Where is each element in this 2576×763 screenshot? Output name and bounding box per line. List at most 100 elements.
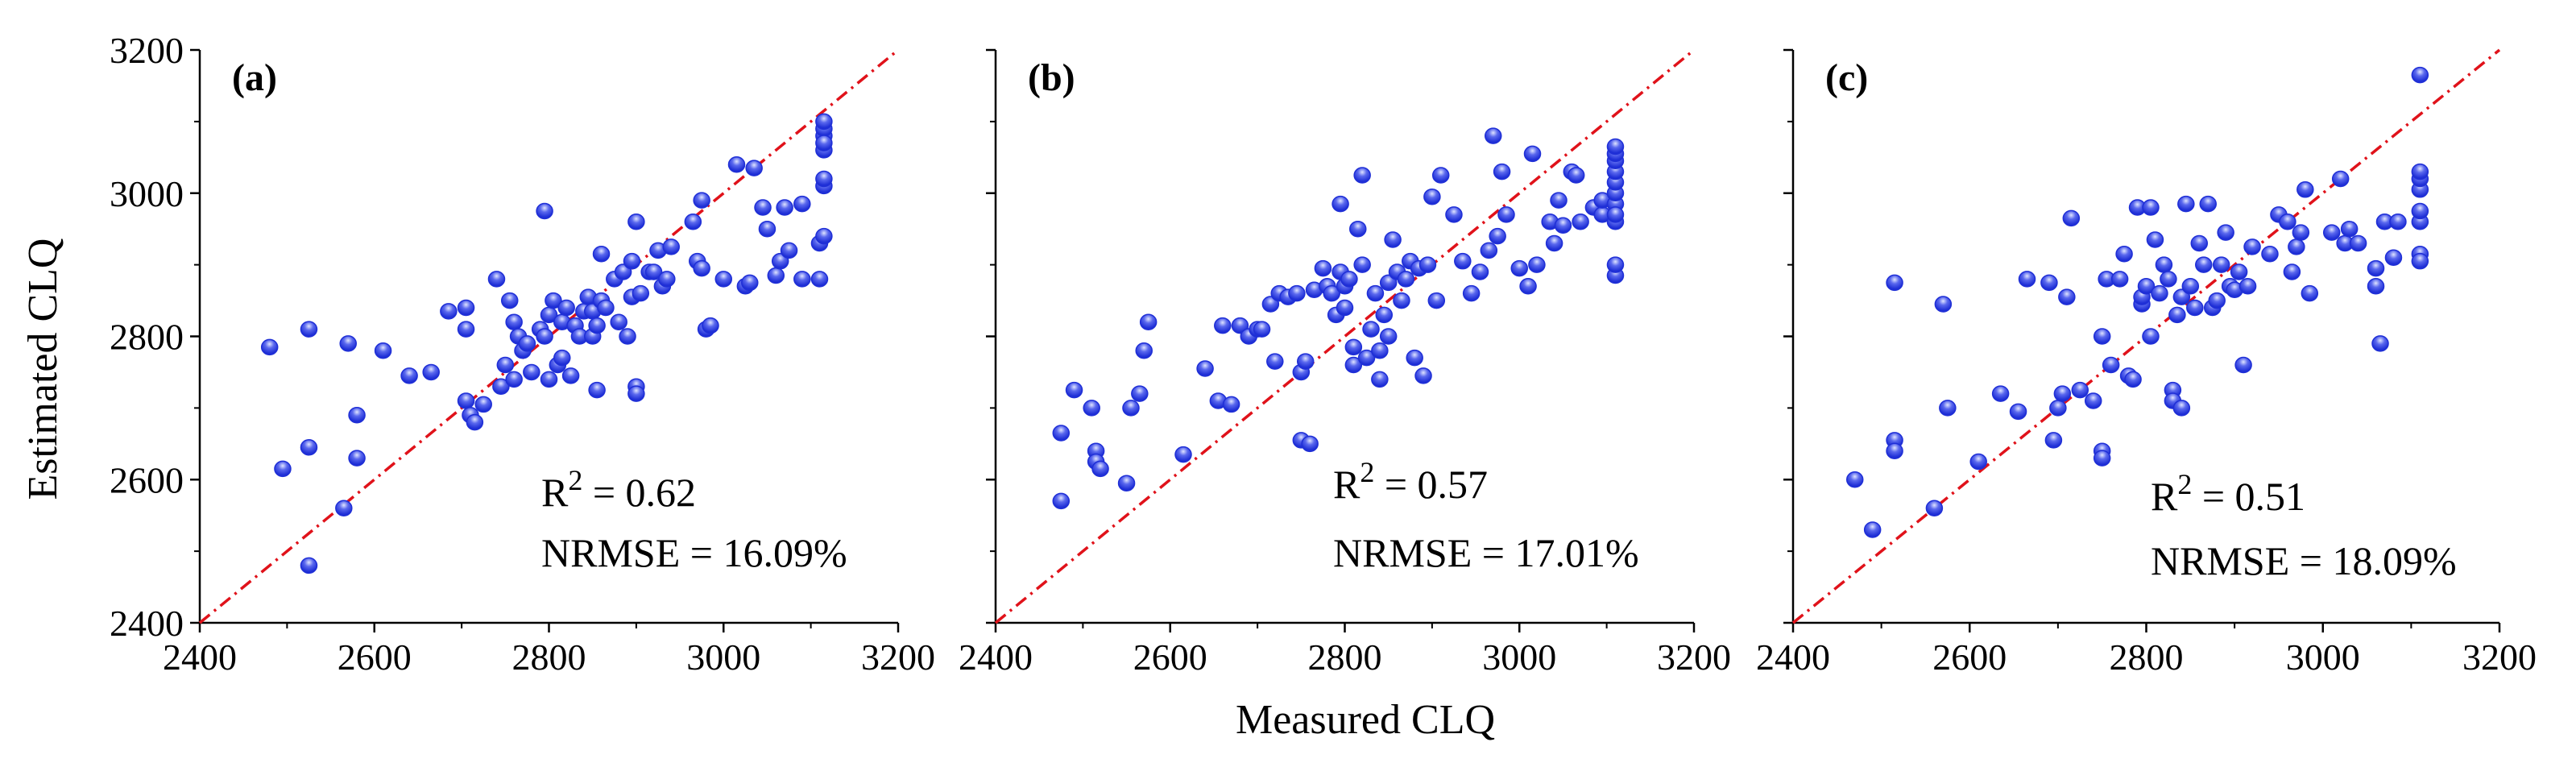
data-point — [1863, 521, 1882, 538]
data-point — [339, 335, 357, 352]
data-point — [1484, 127, 1502, 144]
x-tick-label: 3200 — [1657, 637, 1731, 678]
data-point — [2283, 263, 2301, 280]
r2-value: = 0.57 — [1374, 462, 1488, 507]
data-point — [2238, 278, 2257, 295]
data-point — [1353, 167, 1371, 184]
data-point — [2190, 234, 2209, 252]
data-point — [1925, 500, 1944, 517]
data-point — [588, 381, 606, 399]
data-point — [1314, 259, 1332, 277]
data-point — [2115, 246, 2133, 263]
data-point — [1131, 385, 1149, 402]
data-point — [2110, 271, 2129, 288]
data-point — [496, 356, 515, 374]
data-point — [1065, 381, 1083, 399]
data-point — [632, 284, 650, 302]
data-point — [693, 259, 710, 277]
data-point — [793, 195, 811, 213]
one-to-one-line — [994, 48, 1696, 624]
data-point — [741, 274, 759, 292]
data-point — [2212, 256, 2230, 273]
data-point — [1357, 349, 1376, 367]
data-point — [815, 113, 833, 131]
data-point — [2062, 209, 2081, 227]
y-axis-title: Estimated CLQ — [20, 238, 66, 500]
data-point — [658, 271, 676, 288]
points-group — [260, 113, 833, 574]
x-axis-title: Measured CLQ — [1236, 697, 1495, 743]
data-point — [1519, 278, 1537, 295]
data-point — [505, 371, 523, 388]
data-point — [623, 252, 641, 270]
x-tick-label: 2400 — [163, 637, 237, 678]
data-point — [474, 396, 492, 413]
data-point — [1427, 292, 1446, 309]
data-point — [1323, 284, 1340, 302]
data-point — [1340, 271, 1358, 288]
scatter-panel-2: 2400 2600 2800 3000 3200 (b) R2 = 0.57 NRMSE = … — [959, 48, 1731, 678]
x-tick-label: 2600 — [1133, 637, 1207, 678]
data-point — [610, 313, 627, 330]
data-point — [2160, 271, 2177, 288]
data-point — [2288, 238, 2305, 255]
data-point — [1336, 299, 1354, 317]
data-point — [1266, 353, 1284, 370]
data-point — [1523, 145, 1542, 163]
data-point — [1222, 396, 1240, 413]
data-point — [1288, 284, 1306, 302]
data-point — [2142, 199, 2160, 216]
data-point — [1174, 446, 1192, 463]
y-tick-label: 2800 — [110, 317, 184, 358]
one-to-one-line — [198, 48, 900, 624]
y-tick-label: 2600 — [110, 459, 184, 500]
data-point — [1344, 356, 1363, 374]
data-point — [1384, 231, 1402, 248]
data-point — [2384, 249, 2403, 266]
data-point — [300, 557, 318, 574]
data-point — [1462, 284, 1481, 302]
data-point — [2049, 400, 2067, 417]
data-point — [2367, 259, 2385, 277]
data-point — [727, 156, 746, 173]
x-tick-label: 3200 — [861, 637, 935, 678]
data-point — [2322, 224, 2341, 241]
nrmse-annotation: NRMSE = 17.01% — [1333, 530, 1639, 575]
data-point — [2044, 432, 2063, 449]
data-point — [1606, 138, 1625, 156]
data-point — [2186, 299, 2204, 317]
data-point — [466, 413, 484, 431]
data-point — [348, 407, 366, 424]
data-point — [440, 303, 458, 320]
data-point — [1366, 284, 1385, 302]
data-point — [1296, 353, 1315, 370]
data-point — [815, 135, 833, 151]
r2-value: = 0.51 — [2192, 474, 2305, 519]
data-point — [2009, 403, 2027, 421]
data-point — [2172, 288, 2191, 305]
data-point — [1545, 234, 1563, 252]
r2-symbol: R — [1333, 462, 1360, 507]
data-point — [1083, 400, 1100, 417]
data-point — [1406, 349, 1423, 367]
data-point — [2093, 328, 2111, 345]
data-point — [1253, 321, 1271, 338]
data-point — [702, 317, 719, 334]
data-point — [619, 328, 636, 345]
data-point — [1135, 342, 1153, 359]
data-point — [592, 246, 611, 263]
data-point — [2195, 256, 2213, 273]
x-tick-label: 2800 — [512, 637, 586, 678]
data-point — [1331, 195, 1349, 213]
data-point — [815, 227, 833, 245]
data-point — [2018, 271, 2036, 288]
data-point — [1122, 400, 1140, 417]
data-point — [1393, 292, 1410, 309]
data-point — [2040, 274, 2058, 292]
data-point — [693, 192, 710, 209]
y-tick-label: 3200 — [110, 30, 184, 71]
data-point — [1510, 259, 1528, 277]
data-point — [2243, 238, 2261, 255]
data-point — [1567, 167, 1585, 184]
